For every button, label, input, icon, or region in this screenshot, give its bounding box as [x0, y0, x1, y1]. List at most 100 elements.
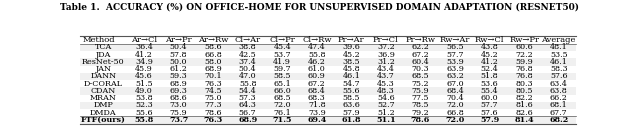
- Text: 63.2: 63.2: [446, 72, 464, 80]
- Text: 68.5: 68.5: [412, 72, 429, 80]
- Text: 71.5: 71.5: [273, 116, 292, 124]
- Text: 55.6: 55.6: [342, 87, 360, 95]
- Text: FTF(ours): FTF(ours): [81, 116, 126, 124]
- Text: 63.8: 63.8: [550, 87, 568, 95]
- Text: 58.6: 58.6: [204, 43, 222, 52]
- Text: 56.5: 56.5: [446, 43, 464, 52]
- Text: 45.6: 45.6: [135, 72, 153, 80]
- Bar: [80, 102, 576, 109]
- Text: TCA: TCA: [95, 43, 112, 52]
- Text: JDA: JDA: [95, 51, 111, 59]
- Text: 72.2: 72.2: [515, 51, 533, 59]
- Text: 54.6: 54.6: [377, 94, 395, 102]
- Text: 55.4: 55.4: [481, 87, 499, 95]
- Text: 45.4: 45.4: [273, 43, 291, 52]
- Text: 79.2: 79.2: [412, 109, 429, 117]
- Text: 78.6: 78.6: [411, 116, 430, 124]
- Text: 53.5: 53.5: [550, 51, 568, 59]
- Text: 57.9: 57.9: [342, 109, 360, 117]
- Text: 61.8: 61.8: [342, 116, 361, 124]
- Text: 41.9: 41.9: [273, 58, 291, 66]
- Text: 76.3: 76.3: [204, 80, 222, 88]
- Text: 67.7: 67.7: [550, 109, 568, 117]
- Text: 74.5: 74.5: [204, 87, 222, 95]
- Text: 43.4: 43.4: [377, 65, 395, 73]
- Text: 81.6: 81.6: [515, 101, 533, 109]
- Text: 82.2: 82.2: [515, 94, 533, 102]
- Text: 50.0: 50.0: [170, 58, 188, 66]
- Text: 47.0: 47.0: [239, 72, 257, 80]
- Text: 53.6: 53.6: [481, 80, 499, 88]
- Text: 70.1: 70.1: [204, 72, 222, 80]
- Text: 53.8: 53.8: [135, 94, 153, 102]
- Text: Pr→Rw: Pr→Rw: [406, 36, 435, 44]
- Text: 42.5: 42.5: [239, 51, 257, 59]
- Bar: [80, 87, 576, 94]
- Text: Average: Average: [541, 36, 576, 44]
- Text: 46.1: 46.1: [342, 72, 360, 80]
- Text: 77.5: 77.5: [412, 94, 429, 102]
- Text: 59.9: 59.9: [515, 58, 533, 66]
- Text: 36.9: 36.9: [377, 51, 395, 59]
- Text: 37.2: 37.2: [377, 43, 395, 52]
- Text: 76.3: 76.3: [204, 116, 223, 124]
- Text: Cl→Pr: Cl→Pr: [269, 36, 295, 44]
- Text: 45.3: 45.3: [377, 80, 395, 88]
- Text: 53.9: 53.9: [446, 58, 464, 66]
- Text: 68.5: 68.5: [273, 94, 291, 102]
- Text: 68.9: 68.9: [170, 80, 188, 88]
- Text: Cl→Rw: Cl→Rw: [302, 36, 332, 44]
- Text: 57.6: 57.6: [550, 72, 568, 80]
- Bar: [80, 116, 576, 123]
- Text: Rw→Pr: Rw→Pr: [509, 36, 539, 44]
- Text: 77.3: 77.3: [204, 101, 222, 109]
- Text: Pr→Ar: Pr→Ar: [338, 36, 365, 44]
- Text: 66.0: 66.0: [273, 87, 291, 95]
- Text: 38.8: 38.8: [239, 43, 257, 52]
- Text: 58.5: 58.5: [342, 94, 360, 102]
- Bar: [80, 94, 576, 102]
- Text: 48.3: 48.3: [377, 87, 395, 95]
- Text: 56.7: 56.7: [239, 109, 257, 117]
- Text: 72.0: 72.0: [445, 116, 465, 124]
- Text: 34.9: 34.9: [135, 58, 153, 66]
- Text: 58.5: 58.5: [273, 72, 291, 80]
- Text: 38.5: 38.5: [342, 58, 360, 66]
- Text: 78.5: 78.5: [412, 101, 429, 109]
- Text: 55.6: 55.6: [135, 109, 153, 117]
- Text: 59.3: 59.3: [170, 72, 188, 80]
- Bar: [80, 80, 576, 87]
- Text: 76.8: 76.8: [515, 65, 533, 73]
- Text: 39.6: 39.6: [342, 43, 360, 52]
- Text: 68.6: 68.6: [170, 94, 188, 102]
- Text: 47.4: 47.4: [308, 43, 326, 52]
- Text: ResNet-50: ResNet-50: [82, 58, 125, 66]
- Text: 70.4: 70.4: [446, 94, 464, 102]
- Text: 67.2: 67.2: [412, 51, 429, 59]
- Text: 60.0: 60.0: [481, 94, 499, 102]
- Text: 52.4: 52.4: [481, 65, 499, 73]
- Text: 80.3: 80.3: [515, 80, 533, 88]
- Text: 75.9: 75.9: [170, 109, 188, 117]
- Text: 54.7: 54.7: [342, 80, 360, 88]
- Text: 58.0: 58.0: [204, 58, 222, 66]
- Text: DMP: DMP: [93, 101, 113, 109]
- Text: DMDA: DMDA: [90, 109, 116, 117]
- Bar: [80, 51, 576, 58]
- Text: Table 1.  ACCURACY (%) ON OFFICE-HOME FOR UNSUPERVISED DOMAIN ADAPTATION (RESNET: Table 1. ACCURACY (%) ON OFFICE-HOME FOR…: [61, 3, 579, 12]
- Text: 66.2: 66.2: [550, 94, 568, 102]
- Text: 57.6: 57.6: [481, 109, 499, 117]
- Text: 72.0: 72.0: [273, 101, 291, 109]
- Text: 76.8: 76.8: [515, 72, 533, 80]
- Text: 68.4: 68.4: [308, 87, 326, 95]
- Text: 50.4: 50.4: [170, 43, 188, 52]
- Text: 55.8: 55.8: [134, 116, 154, 124]
- Text: JAN: JAN: [95, 65, 111, 73]
- Text: 61.0: 61.0: [308, 65, 326, 73]
- Text: Ar→Pr: Ar→Pr: [165, 36, 192, 44]
- Text: 41.2: 41.2: [481, 58, 499, 66]
- Text: DANN: DANN: [90, 72, 116, 80]
- Text: 55.8: 55.8: [308, 51, 326, 59]
- Bar: [80, 66, 576, 73]
- Text: 63.6: 63.6: [342, 101, 360, 109]
